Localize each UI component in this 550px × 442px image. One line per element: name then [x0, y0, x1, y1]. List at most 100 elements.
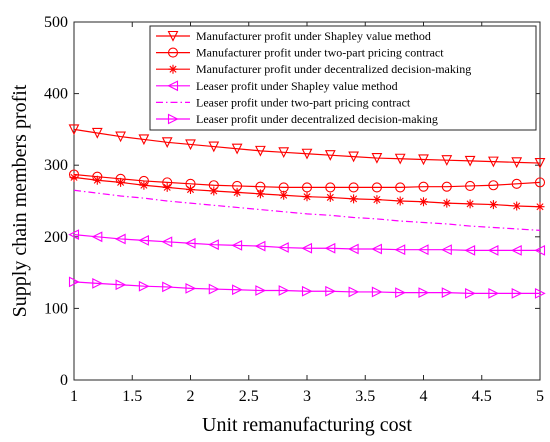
data-point — [255, 189, 265, 199]
legend: Manufacturer profit under Shapley value … — [149, 25, 537, 131]
data-point — [394, 244, 406, 256]
x-tick-label: 4.5 — [472, 388, 492, 405]
data-point — [511, 157, 523, 169]
legend-label-6: Leaser profit under decentralized decisi… — [196, 112, 438, 126]
data-point — [208, 141, 220, 153]
data-point — [186, 185, 195, 195]
data-point — [488, 200, 498, 210]
series-1-line — [73, 128, 541, 164]
data-point — [442, 198, 452, 208]
y-tick-label: 500 — [44, 14, 68, 31]
data-point — [395, 287, 406, 299]
data-point — [161, 137, 173, 149]
data-point — [418, 181, 429, 192]
x-tick-label: 5 — [536, 388, 544, 405]
data-point — [395, 182, 406, 193]
x-tick-label: 1.5 — [122, 388, 142, 405]
data-point — [325, 182, 336, 193]
data-point — [162, 182, 172, 192]
data-point — [301, 148, 313, 160]
y-tick-label: 400 — [44, 86, 68, 103]
y-tick-label: 0 — [60, 372, 68, 389]
legend-label-2: Manufacturer profit under two-part prici… — [196, 46, 444, 60]
data-point — [277, 242, 289, 253]
data-point — [255, 145, 266, 157]
x-tick-label: 2 — [187, 388, 195, 405]
data-point — [418, 154, 429, 166]
legend-label-4: Leaser profit under Shapley value method — [196, 79, 398, 93]
data-point — [301, 242, 313, 254]
data-point — [185, 282, 197, 294]
y-tick-label: 300 — [44, 157, 68, 174]
data-point — [488, 156, 499, 168]
data-point — [347, 243, 359, 255]
data-point — [465, 180, 476, 192]
data-point — [325, 285, 337, 297]
data-point — [184, 237, 196, 249]
data-point — [254, 240, 266, 252]
data-point — [232, 284, 243, 296]
series-5-line — [73, 189, 541, 231]
data-point — [535, 202, 545, 212]
data-point — [372, 195, 382, 205]
legend-marker-3 — [168, 64, 178, 74]
series-6 — [68, 276, 546, 299]
data-point — [114, 233, 126, 245]
data-point — [371, 243, 382, 255]
data-point — [348, 286, 360, 298]
legend-marker-6 — [167, 113, 179, 125]
series-4-line — [73, 234, 540, 251]
data-point — [348, 151, 359, 163]
data-point — [138, 134, 150, 146]
series-1 — [68, 124, 546, 169]
legend-label-1: Manufacturer profit under Shapley value … — [196, 29, 431, 43]
data-point — [185, 139, 196, 151]
legend-label-5: Leaser profit under two-part pricing con… — [196, 95, 411, 109]
data-point — [534, 177, 546, 188]
y-axis-label: Supply chain members profit — [9, 84, 31, 317]
data-point — [511, 178, 522, 189]
x-axis-label: Unit remanufacturing cost — [202, 414, 412, 436]
x-tick-label: 2.5 — [239, 388, 259, 405]
x-tick-label: 1 — [70, 388, 78, 405]
data-point — [441, 244, 452, 256]
data-point — [325, 192, 335, 202]
data-point — [464, 155, 476, 167]
data-point — [279, 190, 289, 200]
data-point — [349, 194, 359, 204]
data-point — [69, 172, 79, 182]
data-point — [418, 287, 430, 299]
data-point — [534, 245, 546, 256]
data-point — [487, 245, 499, 256]
series-3 — [69, 172, 545, 212]
data-point — [512, 201, 522, 211]
legend-marker-1 — [167, 30, 179, 42]
data-point — [208, 283, 220, 295]
data-point — [534, 287, 546, 299]
data-point — [161, 236, 173, 248]
data-point — [208, 239, 219, 251]
data-point — [115, 131, 126, 143]
legend-marker-4 — [167, 80, 179, 92]
data-point — [138, 280, 150, 292]
data-point — [394, 153, 406, 165]
data-point — [324, 242, 336, 254]
data-point — [68, 276, 80, 288]
data-point — [441, 155, 453, 166]
data-point — [419, 197, 428, 207]
data-point — [301, 285, 313, 297]
data-point — [324, 150, 336, 161]
data-point — [510, 245, 522, 256]
legend-box — [149, 25, 537, 131]
data-point — [511, 287, 523, 299]
data-point — [115, 279, 127, 291]
data-point — [301, 182, 313, 193]
data-point — [68, 124, 80, 136]
data-point — [162, 281, 173, 293]
data-point — [302, 192, 312, 202]
data-point — [92, 277, 104, 289]
data-point — [488, 287, 500, 299]
data-point — [488, 180, 499, 191]
series-2-line — [73, 173, 541, 188]
